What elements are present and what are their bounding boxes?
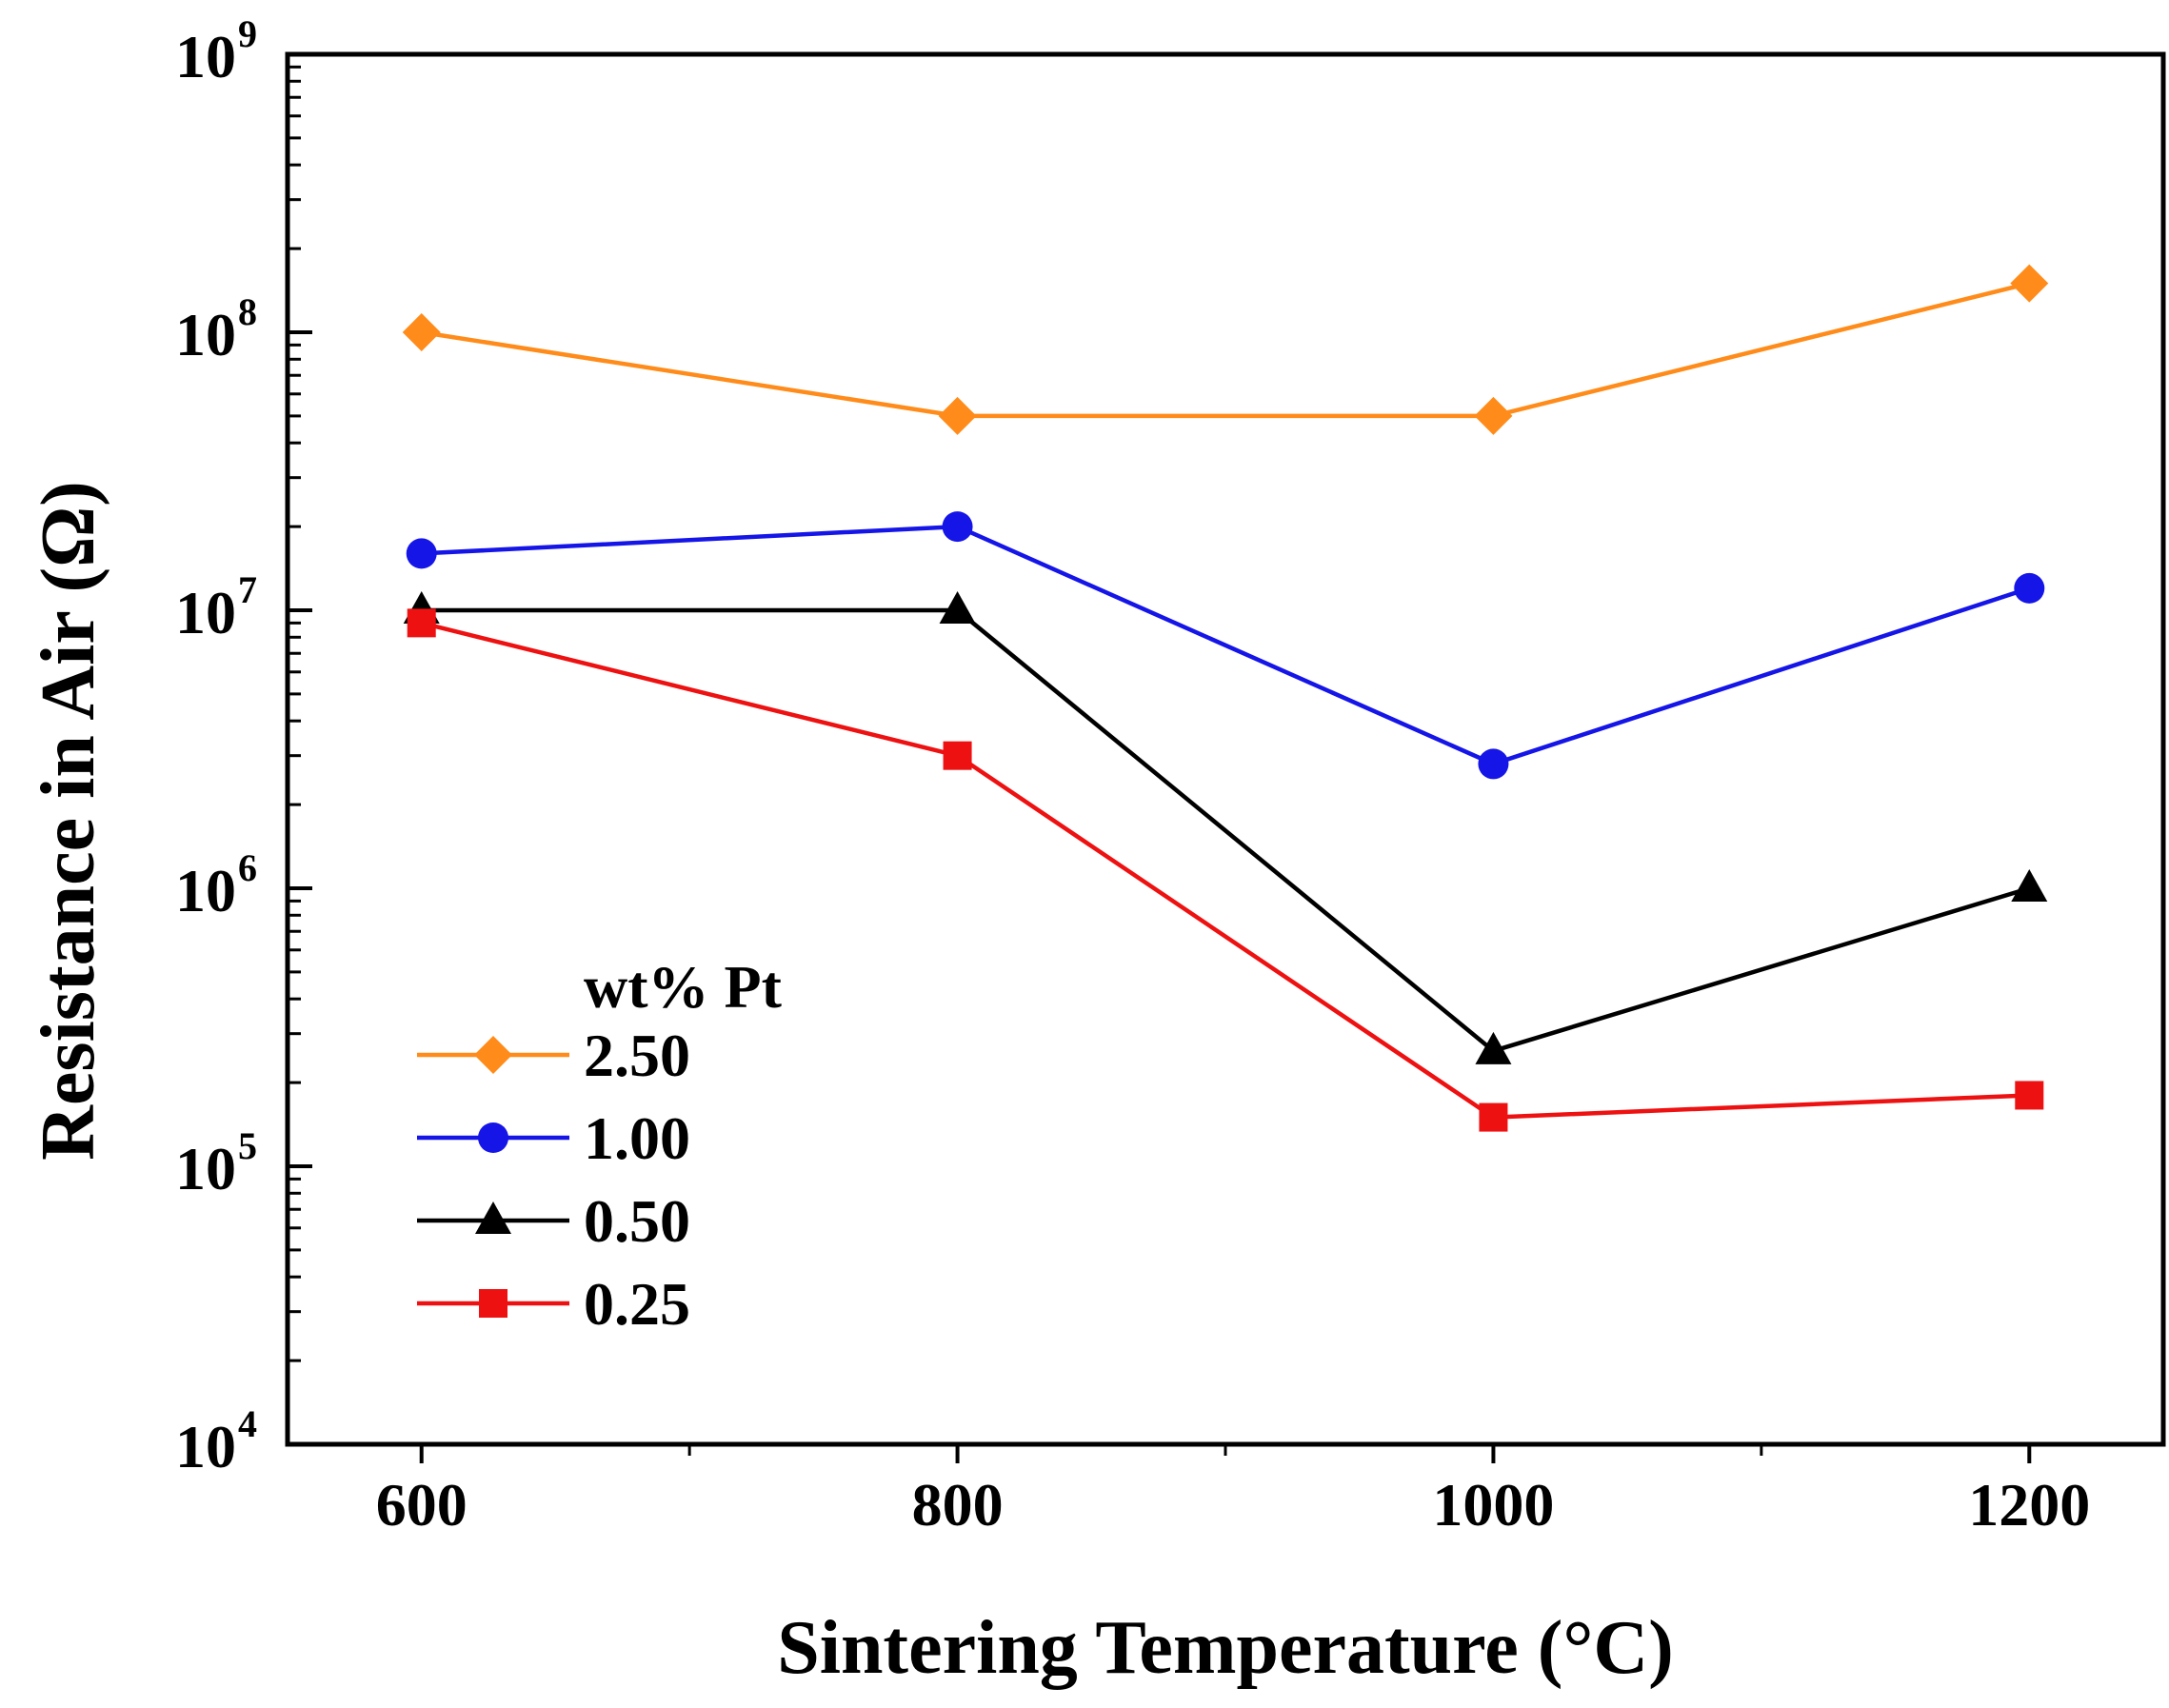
series-line-1.00	[421, 524, 2030, 766]
legend-marker	[478, 1122, 508, 1153]
x-tick-label: 1000	[1432, 1471, 1554, 1539]
data-point-0.25	[1479, 1102, 1508, 1132]
data-point-0.25	[407, 608, 436, 638]
series-markers	[402, 264, 2049, 1132]
legend-label: 0.25	[584, 1270, 690, 1338]
series-lines	[421, 281, 2030, 1120]
plot-frame	[285, 51, 2166, 1447]
x-tick-label: 800	[912, 1471, 1004, 1539]
y-tick-exponent: 8	[238, 290, 257, 333]
legend-marker	[474, 1036, 512, 1074]
data-point-2.50	[2010, 264, 2049, 303]
series-line-0.25	[421, 621, 2030, 1120]
y-tick-label: 10	[175, 857, 236, 924]
x-tick-label: 1200	[1968, 1471, 2090, 1539]
data-point-0.50	[939, 591, 976, 624]
legend-label: 2.50	[584, 1022, 690, 1089]
legend-marker	[479, 1289, 507, 1318]
x-axis-label: Sintering Temperature (°C)	[777, 1606, 1674, 1690]
data-point-1.00	[406, 538, 437, 569]
y-tick-exponent: 4	[238, 1402, 257, 1445]
y-tick-exponent: 6	[238, 846, 257, 889]
series-line-2.50	[421, 281, 2030, 419]
legend-marker	[475, 1202, 511, 1234]
series-line-0.50	[421, 607, 2030, 1054]
y-tick-label: 10	[175, 1135, 236, 1202]
y-axis-label: Resistance in Air (Ω)	[27, 481, 110, 1161]
data-point-1.00	[1478, 748, 1509, 780]
data-point-0.50	[1475, 1031, 1512, 1064]
data-point-2.50	[1474, 396, 1513, 435]
y-tick-label: 10	[175, 1413, 236, 1480]
data-point-1.00	[942, 511, 973, 543]
y-tick-exponent: 9	[238, 12, 257, 55]
legend-label: 1.00	[584, 1104, 690, 1172]
y-tick-label: 10	[175, 23, 236, 90]
legend-title: wt% Pt	[584, 953, 783, 1021]
legend-label: 0.50	[584, 1187, 690, 1255]
legend: wt% Pt2.50 1.00 0.50 0.25	[417, 953, 783, 1338]
data-point-0.25	[2015, 1081, 2044, 1110]
data-point-0.50	[2011, 869, 2048, 902]
y-tick-exponent: 7	[238, 568, 257, 611]
data-point-0.25	[943, 741, 972, 770]
x-axis: 600 800 1000 1200	[376, 1444, 2090, 1539]
data-point-2.50	[402, 313, 441, 351]
y-tick-label: 10	[175, 301, 236, 368]
y-tick-exponent: 5	[238, 1124, 257, 1167]
data-point-2.50	[938, 396, 977, 435]
data-point-1.00	[2014, 572, 2045, 604]
y-tick-label: 10	[175, 579, 236, 646]
x-tick-label: 600	[376, 1471, 468, 1539]
